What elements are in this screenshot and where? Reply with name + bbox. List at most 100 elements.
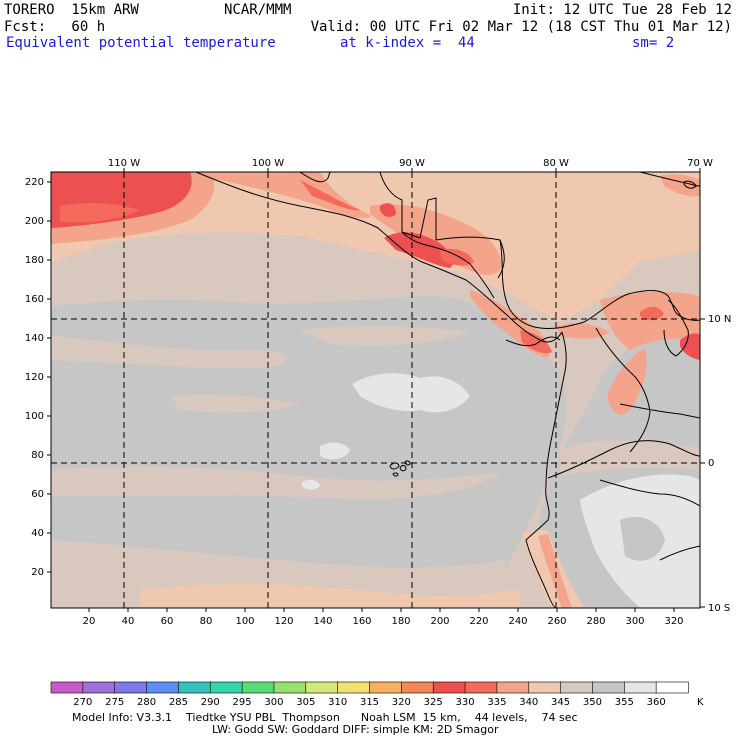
- colorbar-label: 335: [487, 697, 506, 708]
- colorbar-label: 345: [551, 697, 570, 708]
- colorbar-label: 340: [519, 697, 538, 708]
- coastline-venezuela-lake: [663, 299, 689, 357]
- forecast-hour: Fcst: 60 h: [4, 19, 106, 35]
- field-patch-355-inland: [620, 516, 665, 561]
- colorbar-label: 305: [296, 697, 315, 708]
- x-index-label: 260: [547, 616, 566, 627]
- x-index-label: 40: [122, 616, 135, 627]
- colorbar-label: 290: [201, 697, 220, 708]
- y-index-label: 220: [25, 177, 44, 188]
- colorbar-label: 325: [424, 697, 443, 708]
- coastline-colombia-north: [583, 290, 700, 323]
- colorbar-label: 280: [137, 697, 156, 708]
- field-region-355: [51, 296, 567, 608]
- land-south-america-highlands: [560, 440, 700, 476]
- lon-label: 110 W: [108, 158, 140, 169]
- colorbar-label: 350: [583, 697, 602, 708]
- x-index-label: 320: [664, 616, 683, 627]
- colorbar-swatch: [50, 681, 84, 694]
- field-region-330-yucatan: [380, 203, 396, 217]
- colorbar-swatch: [178, 681, 211, 694]
- coastline-yucatan: [379, 172, 437, 240]
- colorbar-swatch: [241, 681, 275, 694]
- colorbar-label: 355: [615, 697, 634, 708]
- field-coast-340-peru: [538, 534, 572, 608]
- y-index-label: 160: [25, 294, 44, 305]
- colorbar-label: 295: [233, 697, 252, 708]
- smoothing-value: sm= 2: [632, 35, 675, 51]
- init-time: Init: 12 UTC Tue 28 Feb 12: [512, 2, 732, 18]
- field-coast-335-mexico: [300, 180, 360, 211]
- colorbar-label: 315: [360, 697, 379, 708]
- colorbar-swatch: [369, 681, 402, 694]
- colorbar-swatch: [528, 681, 562, 694]
- lat-label: 0: [708, 458, 714, 469]
- coastline-galapagos-1: [389, 462, 400, 470]
- lat-label: 10 S: [708, 603, 730, 614]
- y-index-label: 40: [31, 528, 44, 539]
- colorbar-swatch: [432, 681, 466, 694]
- colorbar-swatch: [273, 681, 307, 694]
- y-index-label: 60: [31, 489, 44, 500]
- border-colombia-brazil: [619, 403, 700, 419]
- y-index-label: 80: [31, 450, 44, 461]
- x-index-label: 200: [430, 616, 449, 627]
- left-ticks: [47, 181, 51, 573]
- field-streak-350-a: [51, 336, 288, 369]
- map-panel: [51, 172, 700, 608]
- border-ecuador-peru: [547, 440, 700, 479]
- x-index-label: 100: [235, 616, 254, 627]
- field-patch-360-b: [320, 442, 350, 460]
- coastline-pacific-sa: [525, 331, 567, 608]
- colorbar-swatch: [464, 681, 498, 694]
- coastline-jamaica: [683, 180, 697, 189]
- x-index-label: 20: [83, 616, 96, 627]
- y-index-label: 100: [25, 411, 44, 422]
- field-region-335-venezuela: [640, 306, 664, 321]
- coastlines: [195, 172, 700, 608]
- y-index-label: 200: [25, 216, 44, 227]
- colorbar-label: 360: [647, 697, 666, 708]
- model-name: TORERO 15km ARW: [4, 2, 139, 18]
- field-region-330-guatemala: [384, 232, 454, 268]
- x-index-label: 120: [274, 616, 293, 627]
- bottom-axis-labels: 20 40 60 80 100 120 140 160 180 200 220 …: [83, 616, 684, 627]
- level-index: at k-index = 44: [340, 35, 475, 51]
- lat-label: 10 N: [708, 314, 731, 325]
- top-axis-labels: 110 W 100 W 90 W 80 W 70 W: [108, 158, 713, 169]
- lon-label: 100 W: [252, 158, 284, 169]
- x-index-label: 140: [313, 616, 332, 627]
- colorbar-swatch: [209, 681, 243, 694]
- border-bolivia: [659, 545, 700, 561]
- colorbar-swatch: [146, 681, 180, 694]
- field-region-340-colombia: [608, 348, 647, 415]
- field-region-335-honduras: [440, 248, 474, 266]
- colorbar-swatch: [592, 681, 625, 694]
- x-index-label: 60: [161, 616, 174, 627]
- colorbar: [50, 681, 689, 694]
- x-index-label: 300: [625, 616, 644, 627]
- coastline-gulf: [299, 172, 331, 183]
- colorbar-label: 285: [169, 697, 188, 708]
- model-info-line1: Model Info: V3.3.1 Tiedtke YSU PBL Thomp…: [72, 711, 578, 724]
- colorbar-label: 320: [392, 697, 411, 708]
- field-streak-345-south: [140, 584, 520, 608]
- coastline-honduras: [435, 236, 505, 279]
- x-index-label: 280: [586, 616, 605, 627]
- y-index-label: 180: [25, 255, 44, 266]
- field-streak-350-c: [51, 466, 500, 500]
- model-info-line2: LW: Godd SW: Goddard DIFF: simple KM: 2D…: [212, 723, 499, 736]
- colorbar-swatch: [114, 681, 148, 694]
- field-streak-350-b: [300, 326, 470, 346]
- colorbar-label: 310: [328, 697, 347, 708]
- bottom-ticks: [88, 608, 675, 612]
- field-region-340-greater-antilles: [660, 174, 700, 197]
- colorbar-swatch: [401, 681, 434, 694]
- coastline-caribbean-ca: [499, 239, 585, 329]
- colorbar-label: 275: [105, 697, 124, 708]
- colorbar-swatch: [82, 681, 116, 694]
- colorbar-swatch: [337, 681, 371, 694]
- colorbar-swatch: [560, 681, 594, 694]
- x-index-label: 240: [508, 616, 527, 627]
